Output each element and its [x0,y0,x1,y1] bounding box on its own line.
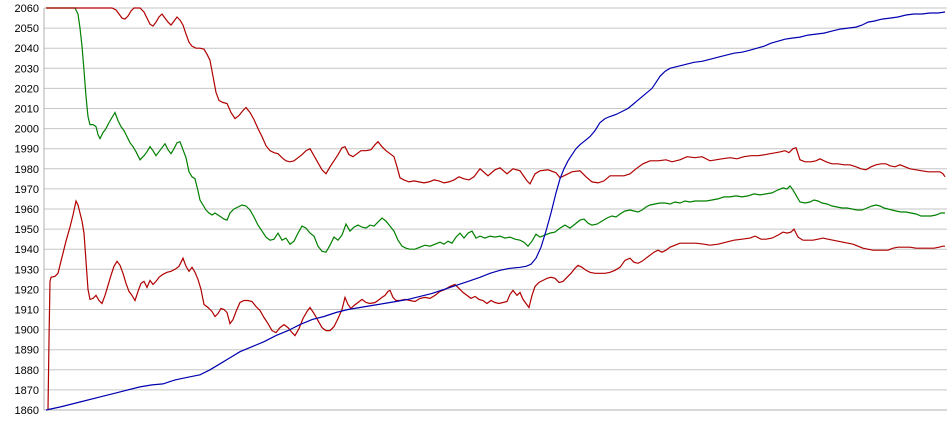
y-tick-label: 1980 [15,164,39,176]
series-lines [45,7,946,411]
y-tick-label: 1990 [15,144,39,156]
y-tick-label: 1930 [15,264,39,276]
y-tick-label: 1910 [15,305,39,317]
green-line [46,7,945,253]
y-tick-label: 1950 [15,224,39,236]
y-tick-label: 1860 [15,405,39,417]
y-tick-label: 1890 [15,345,39,357]
y-tick-label: 2040 [15,43,39,55]
y-tick-label: 1880 [15,365,39,377]
y-axis-labels: 2060 2050 2040 2030 2020 2010 2000 1990 1980 1970… [15,3,39,417]
blue-line [45,11,946,411]
y-tick-label: 2050 [15,23,39,35]
y-tick-label: 1970 [15,184,39,196]
y-tick-label: 2030 [15,63,39,75]
y-tick-label: 2000 [15,124,39,136]
y-tick-label: 1870 [15,385,39,397]
y-tick-label: 1920 [15,284,39,296]
y-tick-label: 1900 [15,325,39,337]
y-tick-label: 1940 [15,244,39,256]
y-tick-label: 2060 [15,3,39,15]
red-upper-line [46,7,946,185]
y-tick-label: 1960 [15,204,39,216]
red-lower-line [47,199,945,411]
gridlines [44,7,947,411]
y-tick-label: 2010 [15,104,39,116]
y-tick-label: 2020 [15,83,39,95]
